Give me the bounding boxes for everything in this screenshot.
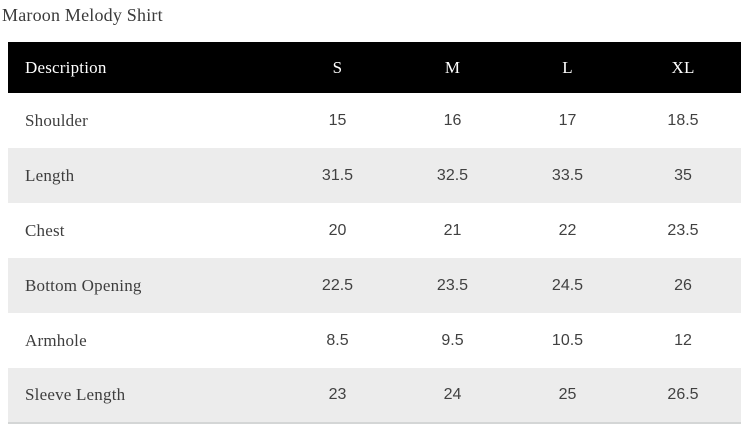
row-label: Shoulder — [25, 110, 88, 130]
size-value: 26.5 — [667, 386, 699, 403]
size-value: 15 — [328, 111, 347, 129]
size-chart-table: Description S M L XL Shoulder 15 16 17 1… — [8, 42, 741, 424]
table-row: Sleeve Length 23 24 25 26.5 — [8, 368, 741, 423]
size-value: 23.5 — [436, 276, 469, 294]
size-value: 16 — [443, 111, 462, 129]
table-row: Shoulder 15 16 17 18.5 — [8, 93, 741, 148]
header-cell-s: S — [332, 57, 343, 77]
size-value: 31.5 — [321, 166, 354, 184]
table-row: Chest 20 21 22 23.5 — [8, 203, 741, 258]
size-value: 21 — [443, 221, 462, 239]
header-cell-xl: XL — [671, 57, 695, 77]
size-value: 12 — [674, 331, 692, 349]
table-row: Length 31.5 32.5 33.5 35 — [8, 148, 741, 203]
table-row: Armhole 8.5 9.5 10.5 12 — [8, 313, 741, 368]
size-value: 24.5 — [551, 276, 584, 294]
header-cell-l: L — [562, 57, 573, 77]
size-value: 32.5 — [436, 166, 469, 184]
row-label: Bottom Opening — [25, 275, 142, 295]
size-value: 20 — [328, 221, 347, 239]
row-label: Sleeve Length — [25, 385, 126, 404]
size-value: 22.5 — [321, 276, 354, 294]
size-value: 9.5 — [441, 331, 464, 349]
size-value: 18.5 — [667, 111, 699, 129]
size-value: 10.5 — [551, 331, 584, 349]
size-value: 8.5 — [326, 331, 349, 349]
size-value: 33.5 — [551, 166, 584, 184]
row-label: Armhole — [25, 330, 87, 350]
size-value: 23 — [328, 386, 347, 403]
page-title: Maroon Melody Shirt — [2, 5, 163, 25]
size-value: 26 — [674, 276, 692, 294]
size-value: 22 — [558, 221, 577, 239]
size-value: 17 — [558, 111, 577, 129]
row-label: Chest — [25, 220, 65, 240]
size-value: 24 — [443, 386, 462, 403]
size-value: 35 — [674, 166, 692, 184]
header-cell-m: M — [444, 57, 461, 77]
size-value: 23.5 — [667, 221, 699, 239]
row-label: Length — [25, 165, 75, 185]
size-value: 25 — [558, 386, 577, 403]
table-row: Bottom Opening 22.5 23.5 24.5 26 — [8, 258, 741, 313]
size-chart-header-row: Description S M L XL — [8, 42, 741, 93]
header-cell-description: Description — [25, 57, 107, 77]
